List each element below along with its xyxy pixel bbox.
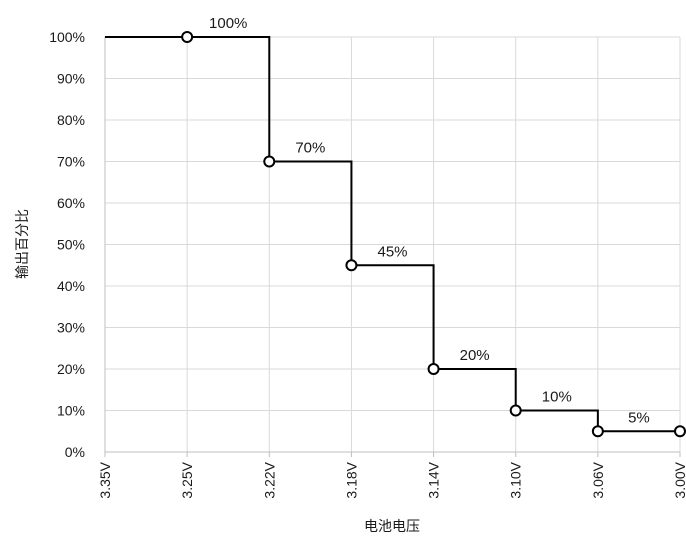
y-tick-label: 70% bbox=[57, 154, 85, 170]
data-label: 20% bbox=[460, 347, 490, 364]
x-tick-labels: 3.35V 3.25V 3.22V 3.18V 3.14V 3.10V 3.06V 3.00V bbox=[97, 461, 686, 498]
data-point bbox=[511, 406, 521, 416]
x-tick-label: 3.14V bbox=[426, 461, 442, 498]
y-tick-label: 80% bbox=[57, 112, 85, 128]
data-label: 100% bbox=[209, 15, 247, 32]
y-tick-label: 10% bbox=[57, 403, 85, 419]
x-tick-label: 3.10V bbox=[508, 461, 524, 498]
data-label: 5% bbox=[628, 409, 650, 426]
data-point bbox=[593, 426, 603, 436]
x-tick-label: 3.18V bbox=[343, 461, 359, 498]
x-tick-label: 3.35V bbox=[97, 461, 113, 498]
data-labels: 100% 70% 45% 20% 10% 5% bbox=[209, 15, 650, 426]
y-tick-label: 90% bbox=[57, 71, 85, 87]
y-tick-label: 60% bbox=[57, 195, 85, 211]
data-point bbox=[675, 426, 685, 436]
y-tick-label: 50% bbox=[57, 237, 85, 253]
y-tick-labels: 0% 10% 20% 30% 40% 50% 60% 70% 80% 90% 100% bbox=[49, 29, 85, 460]
y-tick-label: 0% bbox=[65, 444, 85, 460]
x-tick-label: 3.06V bbox=[590, 461, 606, 498]
step-line bbox=[105, 37, 680, 431]
x-tick-label: 3.25V bbox=[179, 461, 195, 498]
x-tick-label: 3.22V bbox=[261, 461, 277, 498]
data-point bbox=[264, 157, 274, 167]
x-tick-label: 3.00V bbox=[672, 461, 686, 498]
x-axis-title: 电池电压 bbox=[364, 519, 420, 535]
data-point bbox=[346, 260, 356, 270]
series bbox=[105, 37, 680, 431]
data-label: 70% bbox=[295, 140, 325, 157]
data-point bbox=[182, 32, 192, 42]
y-axis-title: 输出百分比 bbox=[15, 209, 31, 279]
y-tick-label: 20% bbox=[57, 361, 85, 377]
y-tick-label: 40% bbox=[57, 278, 85, 294]
data-label: 10% bbox=[542, 389, 572, 406]
y-tick-label: 100% bbox=[49, 29, 85, 45]
data-point bbox=[429, 364, 439, 374]
y-tick-label: 30% bbox=[57, 320, 85, 336]
data-label: 45% bbox=[377, 243, 407, 260]
